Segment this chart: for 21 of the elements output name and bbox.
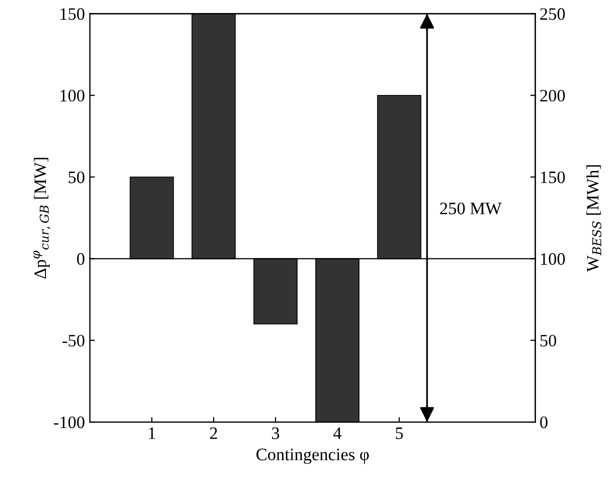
- y2-tick-label: 200: [540, 90, 565, 102]
- y-tick-label: 150: [60, 8, 84, 20]
- ref-line-label: 250 MW: [440, 202, 502, 214]
- y2-tick-label: 150: [541, 171, 565, 184]
- y2-tick-label: 250: [540, 8, 565, 20]
- y-axis-title: Δp$^{φ}$$_{cur,GB}$ [MW]: [33, 158, 50, 278]
- y-tick-label: -100: [54, 416, 84, 428]
- x-axis-title: Contingencies φ: [256, 448, 369, 464]
- y-tick-label: 100: [60, 90, 84, 102]
- x-tick-label: 4: [333, 427, 342, 439]
- x-tick-label: 5: [396, 428, 403, 440]
- x-tick-label: 2: [210, 427, 218, 439]
- y2-tick-label: 0: [540, 416, 548, 428]
- y2-tick-label: 100: [541, 253, 565, 265]
- y-tick-label: 50: [68, 171, 84, 184]
- x-tick-label: 3: [272, 427, 280, 440]
- y-tick-label: -50: [62, 334, 84, 347]
- x-tick-label: 1: [148, 427, 156, 439]
- y2-tick-label: 50: [540, 334, 556, 347]
- y-tick-label: 0: [77, 253, 84, 265]
- y2-axis-title: W$_{BESS}$ [MWh]: [586, 165, 602, 272]
